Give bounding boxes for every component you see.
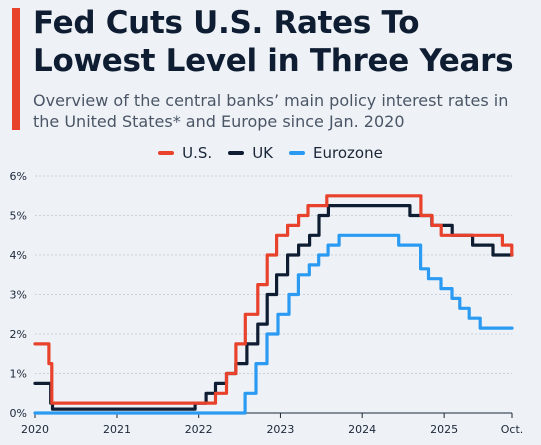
y-tick-label: 0% [10, 407, 27, 420]
x-tick-label: 2021 [103, 423, 131, 436]
y-tick-label: 2% [10, 328, 27, 341]
x-tick-label: 2022 [185, 423, 213, 436]
legend-swatch-eurozone [289, 151, 306, 155]
y-tick-label: 3% [10, 289, 27, 302]
legend-label-eurozone: Eurozone [313, 144, 383, 162]
x-tick-label: Oct. [501, 423, 524, 436]
y-tick-label: 6% [10, 170, 27, 183]
legend-swatch-uk [228, 151, 245, 155]
series-line-us [33, 194, 514, 405]
x-tick-label: 2024 [348, 423, 376, 436]
legend-item-eurozone[interactable]: Eurozone [289, 144, 383, 162]
y-tick-label: 5% [10, 210, 27, 223]
y-tick-label: 1% [10, 368, 27, 381]
accent-bar [12, 8, 20, 130]
x-tick-label: 2020 [21, 423, 49, 436]
legend: U.S. UK Eurozone [0, 144, 541, 162]
legend-item-uk[interactable]: UK [228, 144, 273, 162]
y-tick-label: 4% [10, 249, 27, 262]
chart-title: Fed Cuts U.S. Rates To Lowest Level in T… [33, 5, 514, 79]
x-tick-label: 2023 [266, 423, 294, 436]
chart-subtitle: Overview of the central banks’ main poli… [33, 91, 509, 131]
x-tick-label: 2025 [430, 423, 458, 436]
series-line-eurozone [33, 233, 514, 415]
legend-label-us: U.S. [182, 144, 213, 162]
legend-item-us[interactable]: U.S. [158, 144, 212, 162]
legend-swatch-us [158, 151, 175, 155]
legend-label-uk: UK [252, 144, 274, 162]
